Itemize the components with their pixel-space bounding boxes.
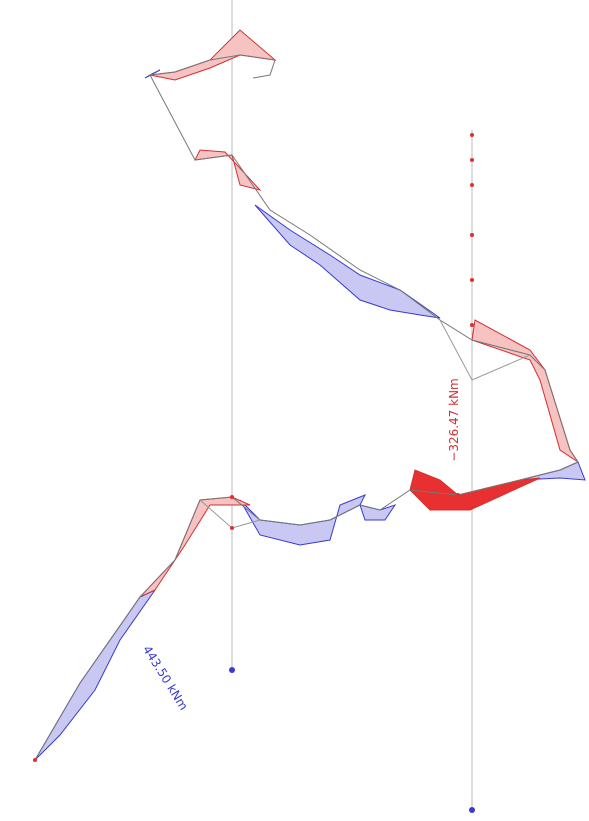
moment-label: −326.47 kNm [447, 378, 461, 461]
moment-diagram-view: −326.47 kNm 443.50 kNm [0, 0, 589, 821]
support [229, 667, 235, 673]
node [33, 758, 37, 762]
node [470, 323, 474, 327]
node [230, 526, 234, 530]
support [469, 807, 475, 813]
node [470, 278, 474, 282]
node [470, 133, 474, 137]
node [230, 495, 234, 499]
node [470, 183, 474, 187]
node [470, 158, 474, 162]
node [470, 233, 474, 237]
node [456, 493, 460, 497]
